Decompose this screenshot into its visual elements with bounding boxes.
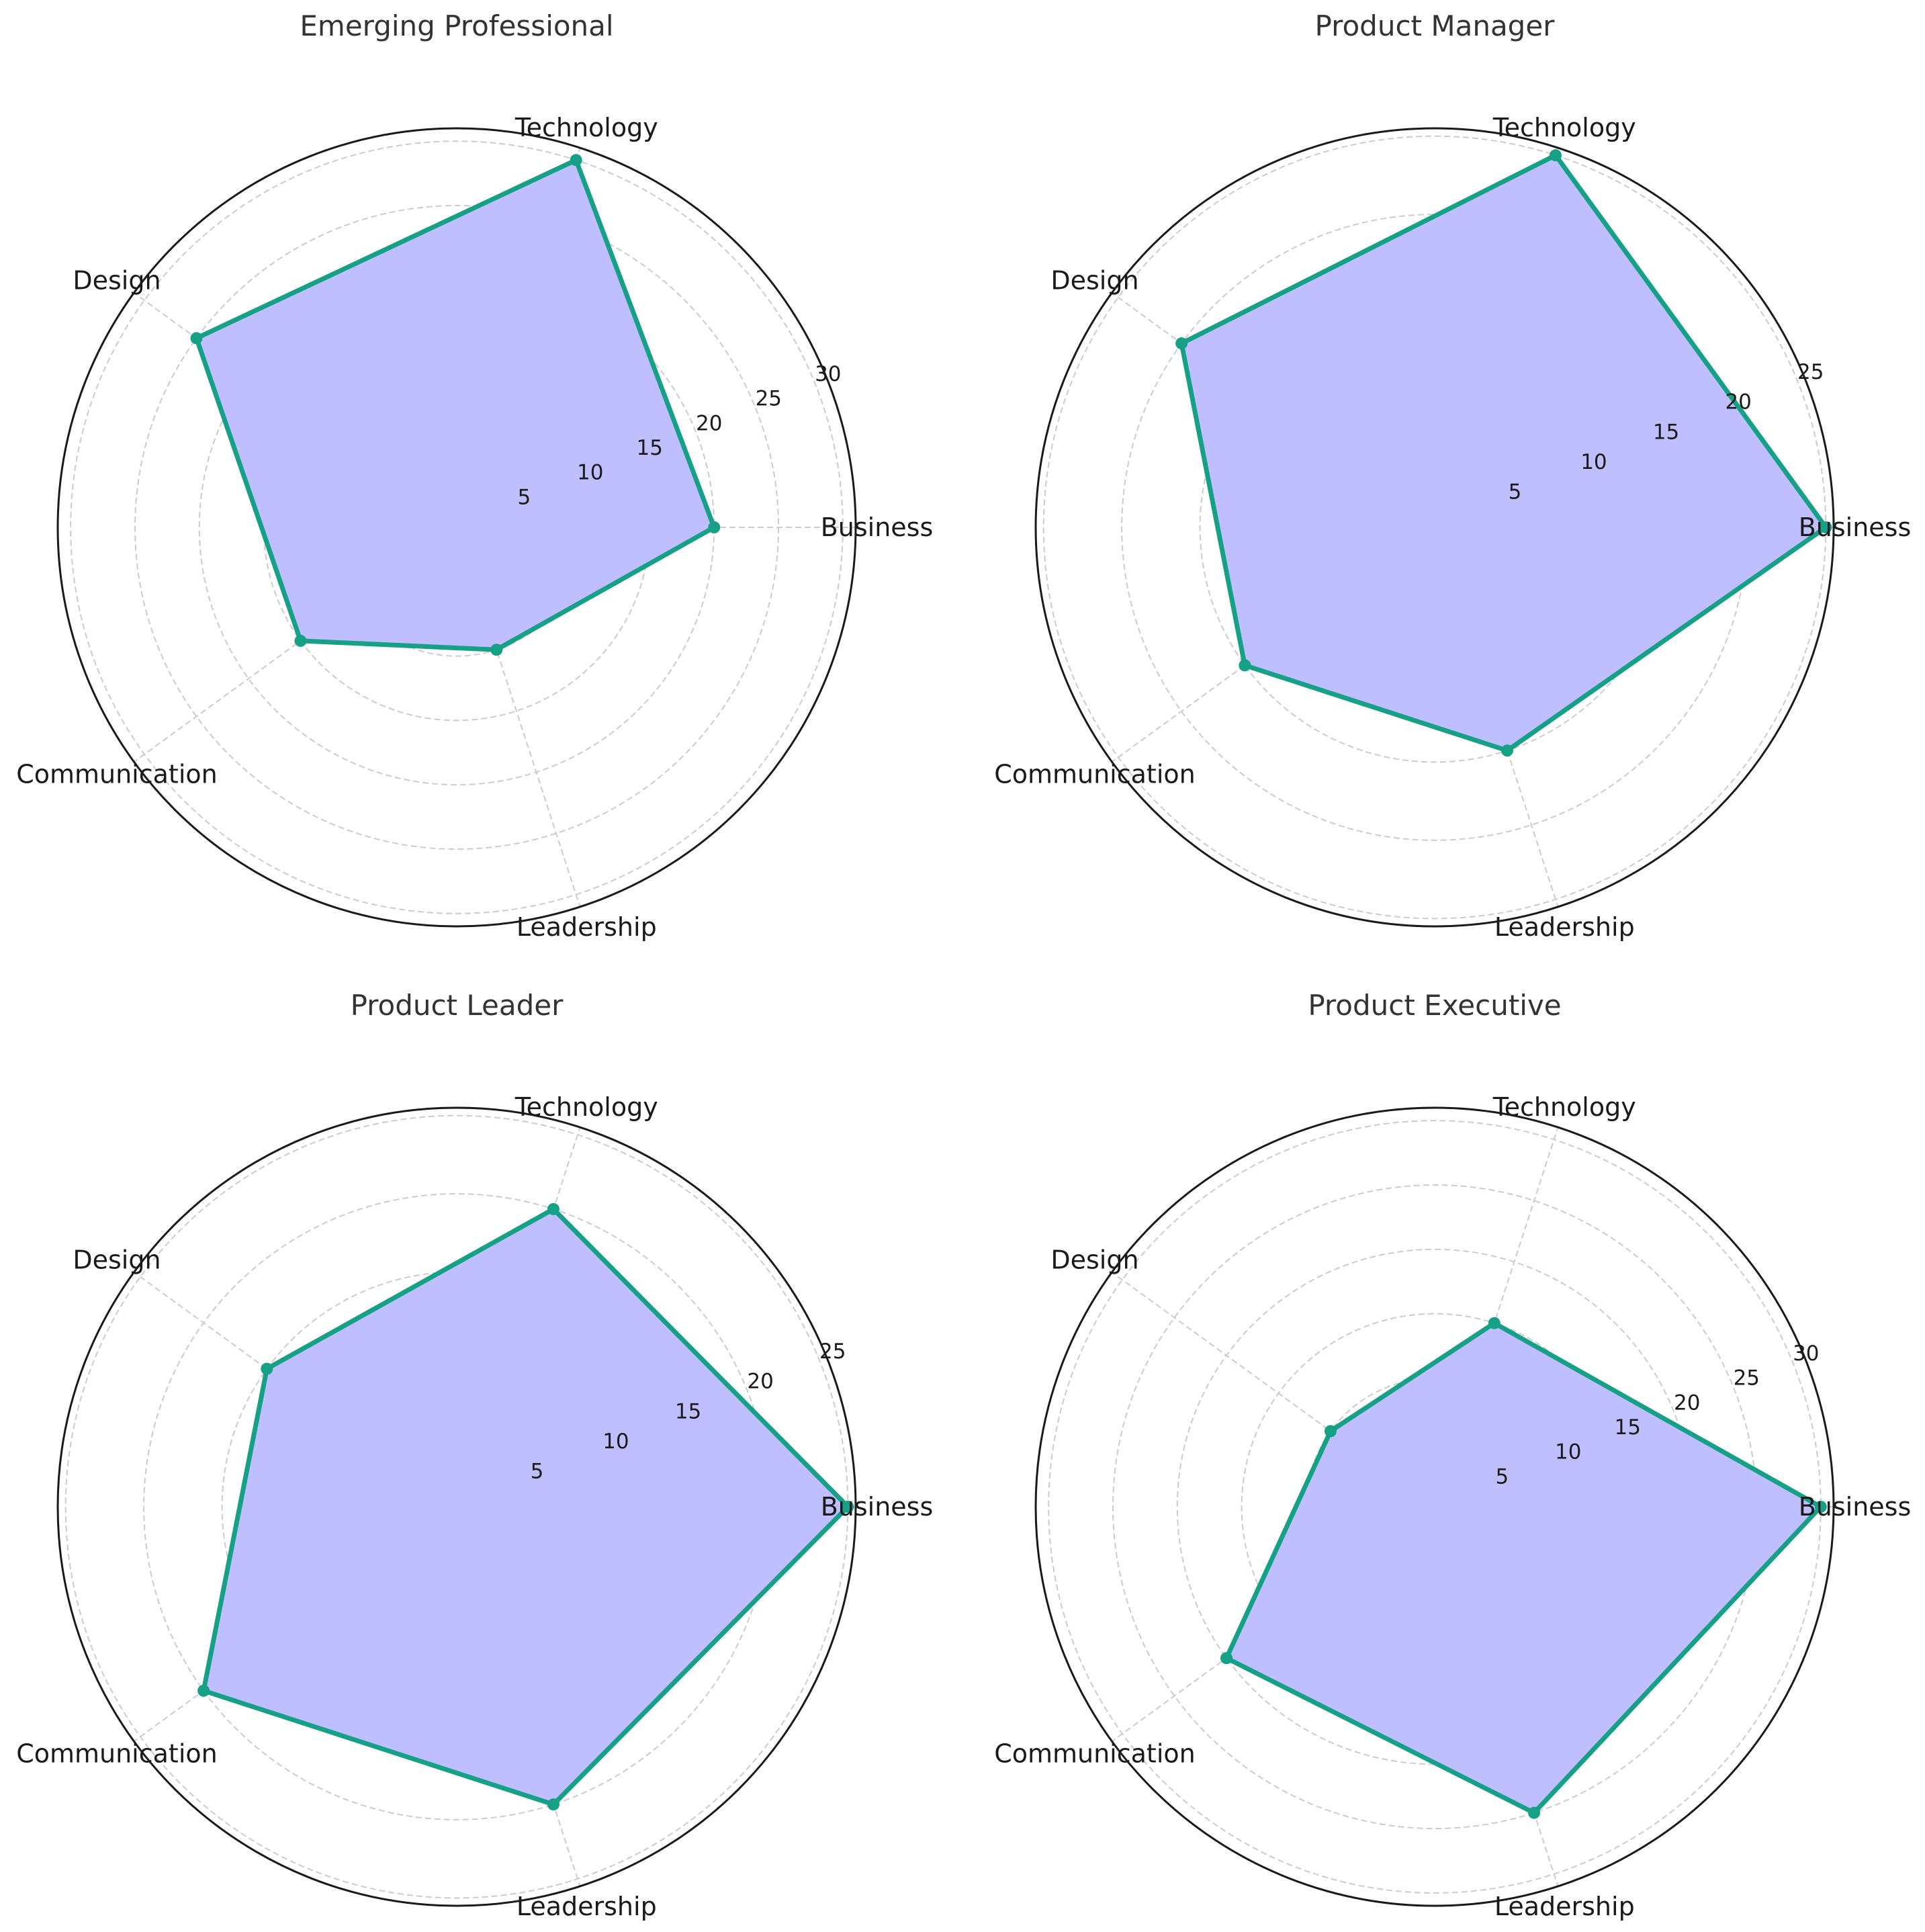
category-label-design: Design bbox=[73, 265, 161, 295]
category-label-business: Business bbox=[821, 1492, 934, 1522]
radar-chart-product-manager: Product Manager 5 10 15 20 25 Business Technol… bbox=[994, 9, 1911, 942]
data-point-technology bbox=[570, 154, 582, 167]
r-tick-label: 15 bbox=[1615, 1415, 1641, 1440]
series-fill-area bbox=[1226, 1323, 1821, 1813]
category-label-communication: Communication bbox=[16, 760, 218, 789]
data-point-business bbox=[1814, 1501, 1827, 1513]
r-tick-label: 15 bbox=[637, 436, 663, 460]
data-point-design bbox=[190, 332, 203, 345]
r-tick-label: 5 bbox=[518, 485, 531, 509]
data-point-design bbox=[261, 1362, 273, 1375]
series-line bbox=[193, 157, 717, 652]
r-tick-label: 10 bbox=[1580, 450, 1607, 474]
radar-chart-product-leader: Product Leader 5 10 15 20 25 Business Technolo… bbox=[16, 989, 933, 1921]
category-label-business: Business bbox=[1799, 1492, 1912, 1522]
polar-frame bbox=[56, 127, 857, 928]
category-label-business: Business bbox=[821, 513, 934, 542]
plot-area: 5 10 15 20 25 Business Technology Design Communi… bbox=[16, 1092, 933, 1921]
data-point-technology bbox=[1549, 149, 1562, 162]
category-label-business: Business bbox=[1799, 513, 1912, 542]
polar-frame bbox=[1034, 1106, 1835, 1907]
plot-area: 5 10 15 20 25 Business Technology Design Communi… bbox=[994, 113, 1911, 942]
category-label-design: Design bbox=[1050, 1245, 1138, 1274]
category-label-design: Design bbox=[1050, 265, 1138, 295]
category-label-leadership: Leadership bbox=[1494, 1892, 1635, 1921]
series-fill-area bbox=[204, 1209, 848, 1805]
category-label-technology: Technology bbox=[514, 113, 658, 142]
r-tick-label: 10 bbox=[1555, 1440, 1581, 1464]
data-point-leadership bbox=[490, 644, 503, 656]
category-label-leadership: Leadership bbox=[517, 912, 657, 942]
chart-title: Emerging Professional bbox=[300, 9, 613, 42]
data-point-technology bbox=[1488, 1317, 1501, 1329]
r-tick-label: 15 bbox=[675, 1399, 701, 1423]
data-point-business bbox=[842, 1501, 854, 1513]
data-point-leadership bbox=[1528, 1806, 1541, 1819]
data-point-technology bbox=[547, 1202, 559, 1215]
r-tick-label: 20 bbox=[1674, 1391, 1700, 1415]
series-line bbox=[1223, 1320, 1825, 1816]
data-point-business bbox=[708, 521, 721, 533]
r-tick-label: 20 bbox=[1725, 390, 1751, 414]
data-point-communication bbox=[1239, 659, 1251, 672]
category-label-technology: Technology bbox=[514, 1092, 658, 1122]
series-fill-area bbox=[1181, 155, 1826, 751]
series-line bbox=[201, 1206, 852, 1808]
chart-title: Product Leader bbox=[351, 989, 564, 1022]
chart-title: Product Manager bbox=[1315, 9, 1556, 42]
category-label-technology: Technology bbox=[1492, 1092, 1636, 1122]
data-point-design bbox=[1324, 1425, 1337, 1438]
series-fill-area bbox=[196, 160, 715, 650]
polar-frame bbox=[56, 1106, 857, 1907]
r-tick-label: 5 bbox=[531, 1459, 544, 1483]
data-point-communication bbox=[1220, 1652, 1233, 1665]
data-point-leadership bbox=[1501, 744, 1513, 757]
data-point-communication bbox=[197, 1684, 210, 1697]
data-point-design bbox=[1175, 337, 1188, 350]
category-label-communication: Communication bbox=[994, 1739, 1196, 1769]
r-tick-label: 25 bbox=[756, 387, 782, 411]
series-line bbox=[1179, 152, 1830, 754]
chart-title: Product Executive bbox=[1308, 989, 1561, 1022]
data-point-business bbox=[1820, 521, 1832, 533]
r-tick-label: 30 bbox=[815, 362, 841, 386]
r-tick-label: 10 bbox=[577, 461, 603, 485]
r-tick-label: 15 bbox=[1653, 420, 1679, 444]
r-tick-label: 25 bbox=[819, 1340, 846, 1364]
data-point-communication bbox=[294, 634, 307, 647]
r-tick-label: 20 bbox=[747, 1370, 773, 1394]
category-label-technology: Technology bbox=[1492, 113, 1636, 142]
data-point-leadership bbox=[547, 1798, 559, 1811]
radar-chart-emerging-professional: Emerging Professional 5 10 15 20 25 30 Busines… bbox=[16, 9, 933, 942]
polar-frame bbox=[1034, 127, 1835, 928]
plot-area: 5 10 15 20 25 30 Business Technology Design Commu… bbox=[16, 113, 933, 942]
category-label-communication: Communication bbox=[994, 760, 1196, 789]
radar-chart-product-executive: Product Executive 5 10 15 20 25 30 Business Tec… bbox=[994, 989, 1911, 1921]
plot-area: 5 10 15 20 25 30 Business Technology Design Commu… bbox=[994, 1092, 1911, 1921]
category-label-design: Design bbox=[73, 1245, 161, 1274]
r-tick-label: 25 bbox=[1797, 360, 1824, 384]
r-tick-label: 30 bbox=[1793, 1342, 1819, 1366]
r-tick-label: 5 bbox=[1496, 1464, 1509, 1489]
category-label-communication: Communication bbox=[16, 1739, 218, 1769]
category-label-leadership: Leadership bbox=[517, 1892, 657, 1921]
category-label-leadership: Leadership bbox=[1494, 912, 1635, 942]
r-tick-label: 20 bbox=[696, 411, 722, 435]
r-tick-label: 25 bbox=[1734, 1366, 1760, 1391]
r-tick-label: 10 bbox=[602, 1430, 629, 1454]
r-tick-label: 5 bbox=[1509, 480, 1522, 504]
